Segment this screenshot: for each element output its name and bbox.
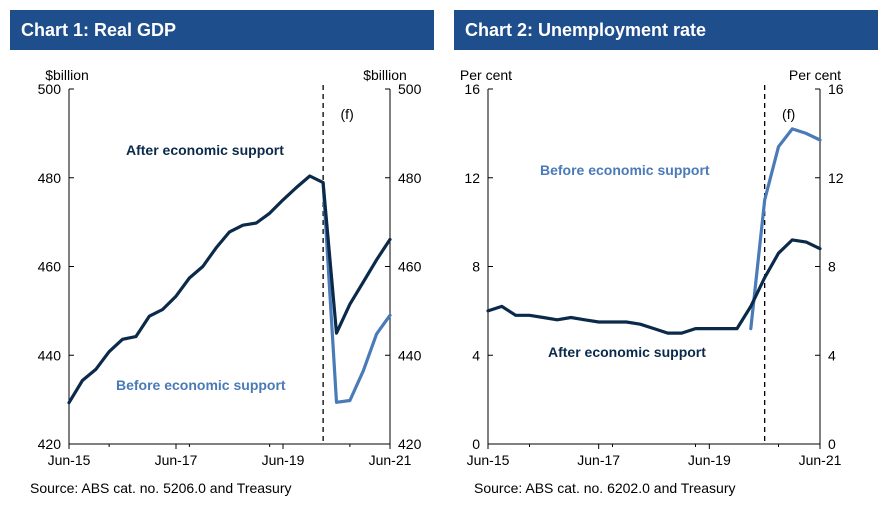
y-tick-label-right: 0 — [828, 436, 836, 452]
y-tick-label-right: 480 — [398, 170, 422, 186]
x-tick-label: Jun-21 — [799, 452, 842, 468]
y-unit-label-right: Per cent — [789, 67, 841, 83]
series-line-before-economic-support — [321, 180, 392, 404]
y-tick-label-left: 460 — [38, 259, 62, 275]
x-tick-label: Jun-21 — [369, 452, 412, 468]
y-tick-label-left: 12 — [464, 170, 480, 186]
y-unit-label-left: $billion — [45, 67, 89, 83]
y-tick-label-left: 4 — [472, 347, 480, 363]
chart-2-source: Source: ABS cat. no. 6202.0 and Treasury — [474, 480, 736, 496]
x-tick-label: Jun-15 — [467, 452, 510, 468]
x-tick-label: Jun-19 — [262, 452, 305, 468]
x-tick-label: Jun-17 — [155, 452, 198, 468]
chart-1-panel: Chart 1: Real GDP 420 420 440 440 460 460 480 4… — [10, 10, 434, 510]
y-tick-label-right: 420 — [398, 436, 422, 452]
series-line-after-economic-support — [67, 174, 392, 405]
y-tick-label-left: 480 — [38, 170, 62, 186]
series-line-after-economic-support — [486, 238, 822, 335]
y-tick-label-right: 460 — [398, 259, 422, 275]
y-unit-label-right: $billion — [363, 67, 407, 83]
chart-2-banner: Chart 2: Unemployment rate — [454, 10, 878, 50]
forecast-label: (f) — [782, 106, 795, 122]
x-tick-label: Jun-17 — [577, 452, 620, 468]
y-tick-label-right: 12 — [828, 170, 844, 186]
chart-1-banner: Chart 1: Real GDP — [10, 10, 434, 50]
y-tick-label-left: 440 — [38, 347, 62, 363]
series-annotation-label: After economic support — [548, 344, 706, 360]
series-annotation-label: Before economic support — [540, 162, 710, 178]
forecast-label: (f) — [341, 106, 354, 122]
y-tick-label-left: 0 — [472, 436, 480, 452]
y-unit-label-left: Per cent — [460, 67, 512, 83]
x-tick-label: Jun-19 — [688, 452, 731, 468]
y-tick-label-right: 4 — [828, 347, 836, 363]
series-line-before-economic-support — [749, 127, 822, 331]
y-tick-label-right: 440 — [398, 347, 422, 363]
y-tick-label-left: 500 — [38, 81, 62, 97]
y-tick-label-left: 420 — [38, 436, 62, 452]
y-tick-label-right: 16 — [828, 81, 844, 97]
y-tick-label-left: 8 — [472, 259, 480, 275]
series-annotation-label: After economic support — [126, 142, 284, 158]
chart-2-panel: Chart 2: Unemployment rate 0 0 4 4 8 8 12 12 16 1… — [454, 10, 878, 510]
chart-1-source: Source: ABS cat. no. 5206.0 and Treasury — [30, 480, 292, 496]
series-annotation-label: Before economic support — [116, 377, 286, 393]
y-tick-label-left: 16 — [464, 81, 480, 97]
y-tick-label-right: 500 — [398, 81, 422, 97]
y-tick-label-right: 8 — [828, 259, 836, 275]
x-tick-label: Jun-15 — [48, 452, 91, 468]
